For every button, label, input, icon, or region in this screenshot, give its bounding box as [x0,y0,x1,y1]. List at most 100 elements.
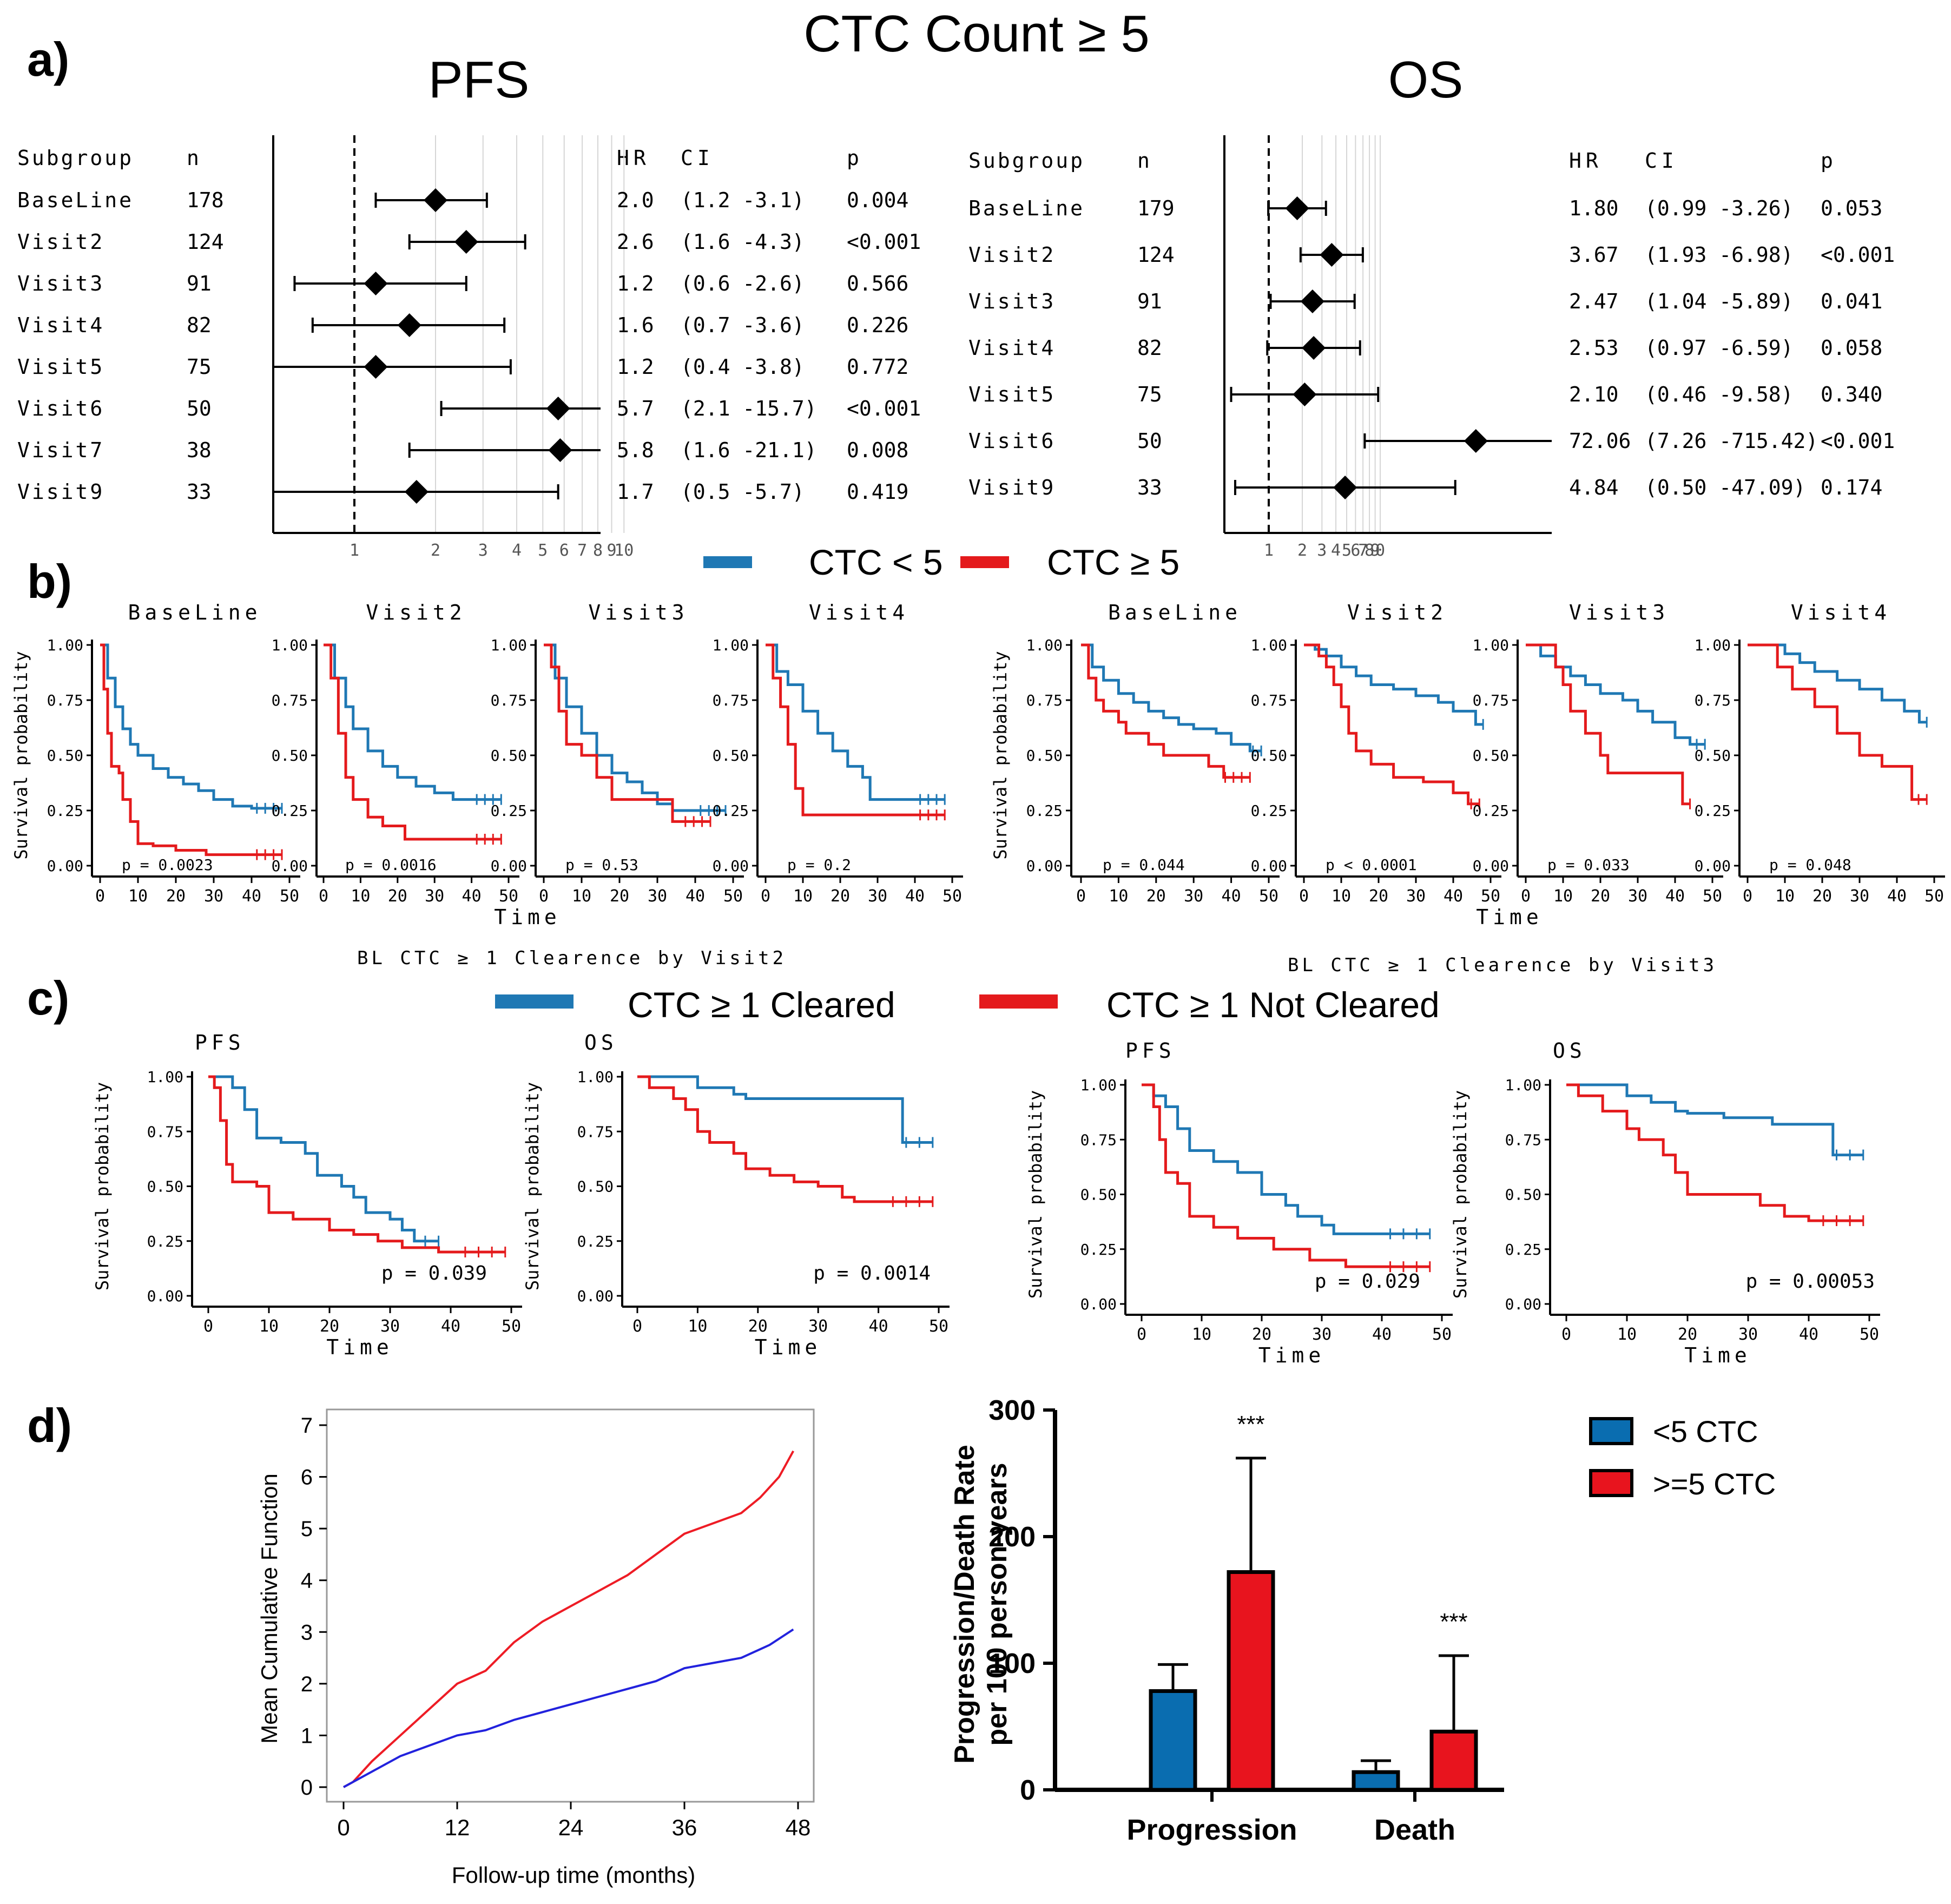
forest-os-ci-value: (0.46 -9.58) [1645,383,1794,406]
forest-os-ci-value: (0.99 -3.26) [1645,196,1794,220]
forest-pfs-subgroup-label: BaseLine [17,188,134,212]
km-b-panel-7-curve-red [1526,643,1690,806]
forest-pfs-p-value: 0.004 [847,188,908,212]
km-b-panel-1-ytick-label: 0.50 [47,747,83,765]
forest-os-subgroup-label: BaseLine [968,196,1085,220]
km-b-panel-4-xtick-label: 0 [761,887,770,906]
mcf-xtick-label: 24 [558,1815,584,1840]
forest-pfs-n-value: 91 [187,272,212,295]
legend-b-red-label: CTC ≥ 5 [1047,542,1179,582]
forest-os-tick-label: 9 [1370,541,1380,560]
forest-os-n-value: 75 [1137,383,1162,406]
km-c-panel-1-ytick-label: 0.75 [147,1123,183,1141]
km-b-panel-6-curve-blue [1304,643,1484,726]
km-b-panel-8-ytick-label: 0.50 [1695,747,1731,765]
km-b-panel-8-xtick-label: 30 [1850,887,1869,906]
forest-pfs-tick-label: 3 [478,541,488,560]
forest-pfs-hr-value: 2.6 [617,230,654,254]
forest-pfs-tick-label: 6 [559,541,569,560]
km-b-panel-8: Visit4 0.00 0.25 0.50 0.75 1.00 0 10 20 30 40 50 p =… [1695,601,1945,906]
km-b-panel-5-xtick-label: 0 [1076,887,1086,906]
forest-os-header-subgroup: Subgroup [968,149,1085,173]
km-b-panel-6-xtick-label: 20 [1369,887,1388,906]
forest-os-tick-label: 1 [1264,541,1274,560]
km-c-panel-3-curve-red [1142,1083,1430,1268]
km-b-panel-8-curve-blue [1748,643,1927,724]
forest-pfs-p-value: 0.419 [847,480,908,504]
km-b-panel-4-xtick-label: 50 [942,887,962,906]
km-b-panel-1-xtick-label: 40 [242,887,261,906]
forest-os-subgroup-label: Visit9 [968,476,1056,499]
km-c-panel-4-xlabel: Time [1684,1343,1751,1367]
km-c-panel-3: PFS 0.00 0.25 0.50 0.75 1.00 0 10 20 30 40 50 p = 0.… [1025,1039,1453,1367]
km-b-panel-8-ytick-label: 0.75 [1695,691,1731,709]
km-b-panel-1-xlabel: Time [494,905,561,929]
km-b-panel-1-xtick-label: 30 [204,887,223,906]
km-b-panel-3-xtick-label: 30 [648,887,667,906]
km-b-panel-7-xtick-label: 50 [1703,887,1722,906]
km-b-panel-5-ytick-label: 0.00 [1026,857,1063,875]
km-b-panel-7-ytick-label: 0.50 [1473,747,1509,765]
forest-os-subgroup-label: Visit4 [968,336,1056,360]
forest-pfs-header-hr: HR [617,146,650,170]
km-c-panel-1-ytick-label: 0.25 [147,1233,183,1250]
km-c-panel-4-p-value: p = 0.00053 [1746,1270,1875,1293]
forest-os-n-value: 124 [1137,243,1175,267]
km-c-panel-1-ylabel: Survival probability [92,1082,113,1290]
forest-os-n-value: 179 [1137,196,1175,220]
km-b-panel-3-xtick-label: 0 [539,887,549,906]
rates-ytick-label: 100 [988,1648,1036,1679]
forest-os-p-value: 0.041 [1821,289,1882,313]
forest-pfs-hr-marker [548,438,572,462]
forest-pfs-n-value: 33 [187,480,212,504]
forest-pfs-p-value: <0.001 [847,230,921,254]
forest-pfs-ci-value: (1.2 -3.1) [681,188,805,212]
km-b-panel-1: BaseLine 0.00 0.25 0.50 0.75 1.00 0 10 20 30 40 50 p… [11,601,561,929]
forest-os-subgroup-label: Visit2 [968,243,1056,267]
km-c-panel-4-ytick-label: 0.75 [1505,1131,1541,1149]
forest-pfs-hr-marker [424,188,447,212]
forest-pfs-hr-value: 5.7 [617,397,654,420]
km-c-panel-3-xtick-label: 50 [1432,1325,1452,1344]
km-b-panel-1-curve-blue [100,643,282,810]
km-b-panel-6-p-value: p < 0.0001 [1326,856,1417,874]
km-b-panel-2-ytick-label: 0.50 [272,747,308,765]
km-c-panel-2-xtick-label: 10 [688,1317,707,1336]
forest-pfs-hr-marker [364,272,388,295]
forest-pfs-subgroup-label: Visit2 [17,230,104,254]
km-b-panel-4-ytick-label: 0.50 [713,747,749,765]
forest-pfs-n-value: 82 [187,313,212,337]
km-b-panel-2-ytick-label: 0.75 [272,691,308,709]
km-b-panel-5-xtick-label: 30 [1184,887,1203,906]
km-b-panel-5-ytick-label: 1.00 [1026,636,1063,654]
panel-label-c: c) [27,971,69,1025]
forest-pfs-hr-marker [404,480,429,504]
forest-os-subgroup-label: Visit6 [968,429,1056,453]
km-c-panel-2-xtick-label: 50 [929,1317,948,1336]
km-b-panel-1-xtick-label: 20 [166,887,186,906]
km-b-panel-1-xtick-label: 10 [128,887,148,906]
legend-c-red-swatch [979,994,1058,1009]
forest-os-header-n: n [1137,149,1150,173]
forest-os-tick-label: 6 [1350,541,1360,560]
km-c-panel-4-ytick-label: 0.25 [1505,1241,1541,1259]
forest-pfs-subgroup-label: Visit3 [17,272,104,295]
forest-pfs-hr-value: 1.6 [617,313,654,337]
km-b-panel-1-ytick-label: 0.25 [47,802,83,820]
forest-pfs-ci-value: (0.5 -5.7) [681,480,805,504]
forest-os-hr-marker [1302,336,1326,360]
km-b-panel-6-xtick-label: 30 [1406,887,1426,906]
forest-pfs-subgroup-label: Visit5 [17,355,104,379]
rates-category-label: Progression [1126,1814,1297,1846]
km-c-panel-2-ytick-label: 1.00 [577,1068,614,1086]
km-c-panel-4-xtick-label: 10 [1617,1325,1637,1344]
rates-legend-blue-swatch [1589,1417,1633,1445]
forest-os-ci-value: (0.97 -6.59) [1645,336,1794,360]
km-b-panel-3-xtick-label: 20 [610,887,629,906]
km-b-panel-8-xtick-label: 10 [1775,887,1795,906]
forest-os-n-value: 50 [1137,429,1162,453]
km-b-panel-4-p-value: p = 0.2 [787,856,851,874]
